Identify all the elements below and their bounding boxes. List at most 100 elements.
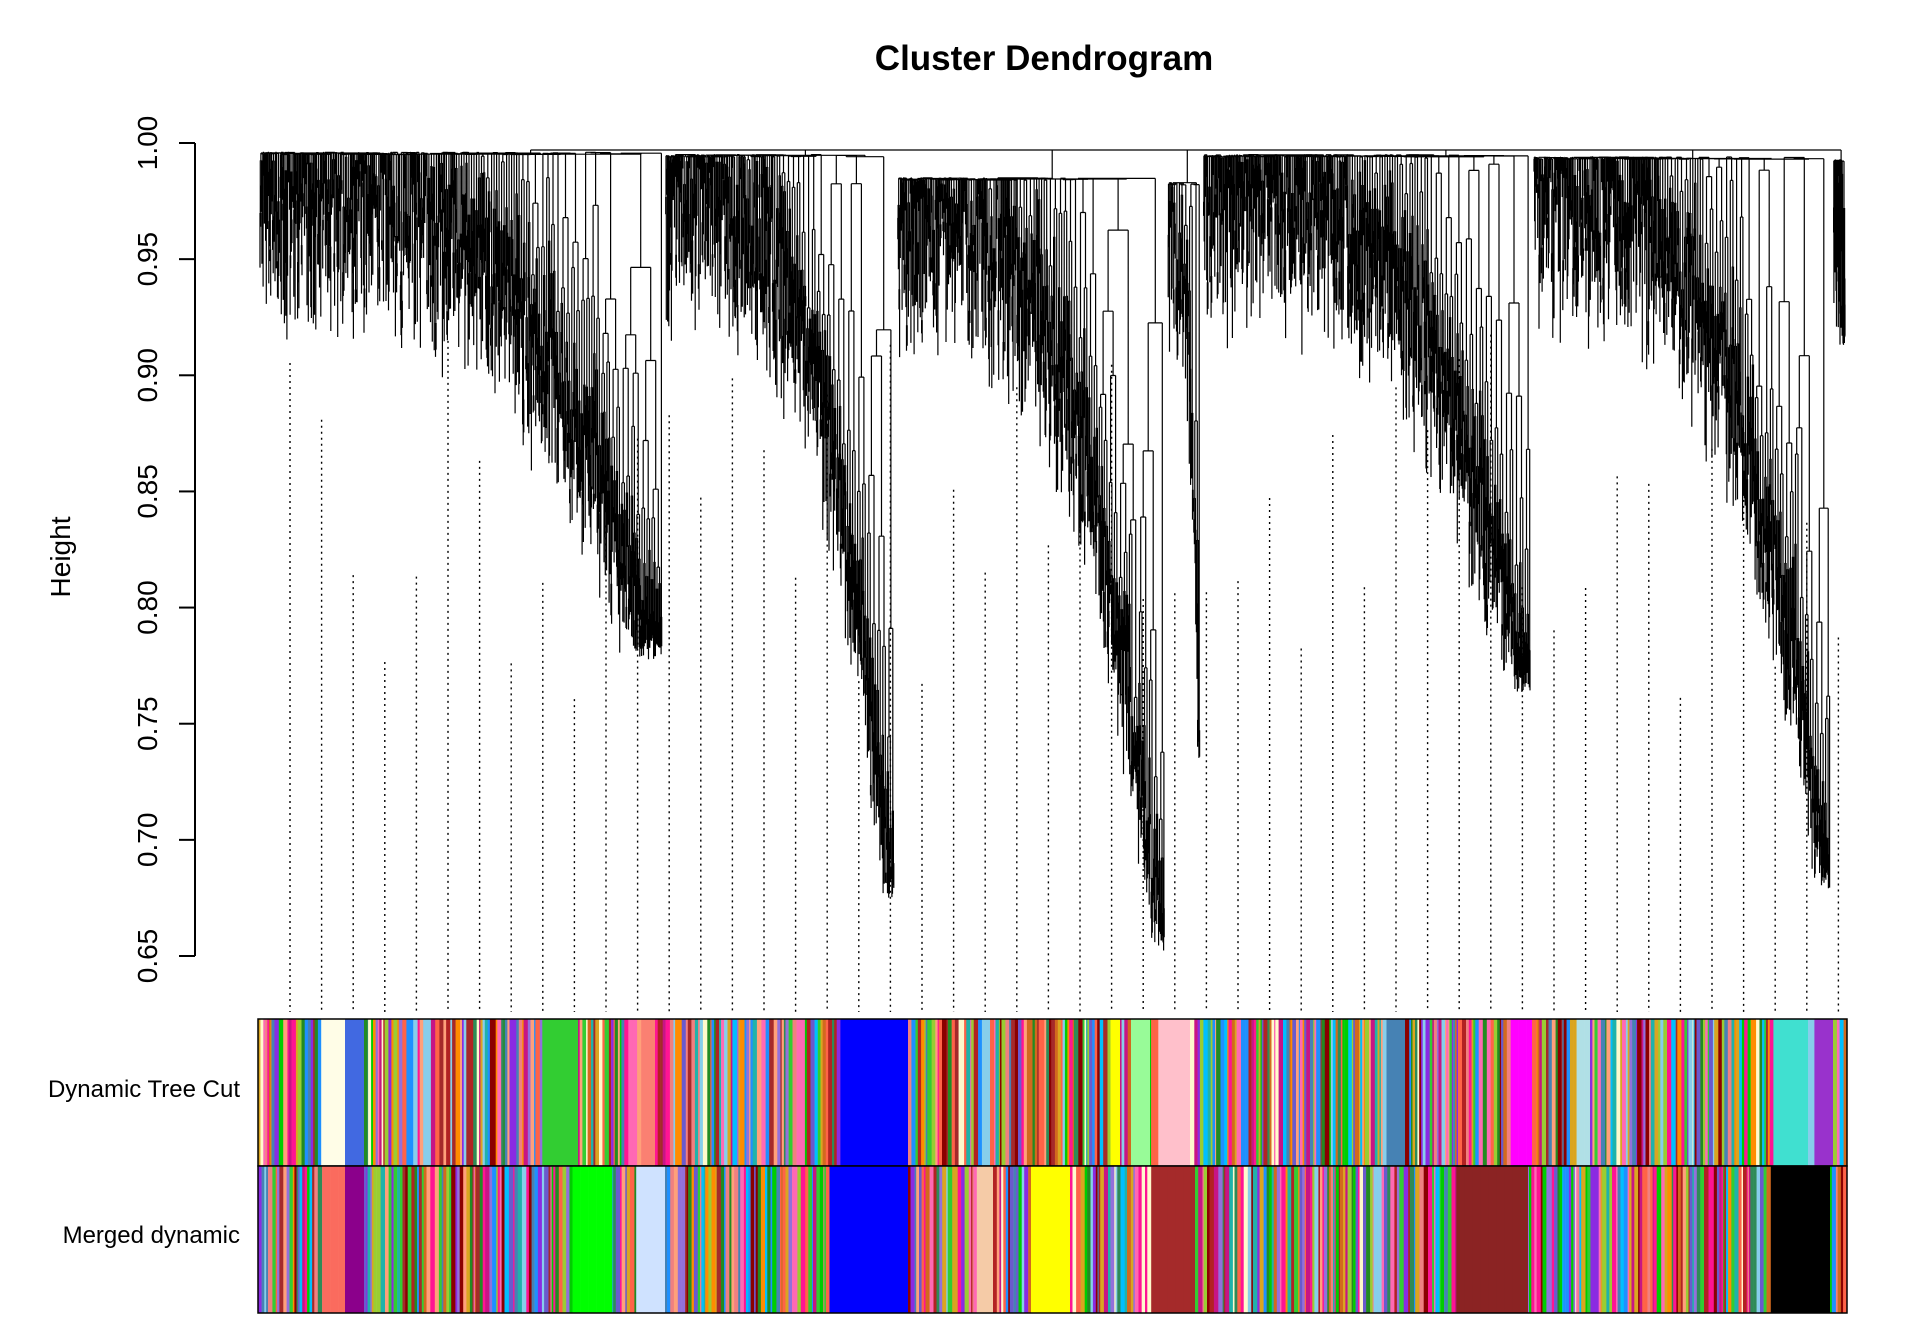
color-band-cell	[1124, 1019, 1128, 1166]
color-band-cell	[814, 1019, 819, 1166]
color-band-cell	[1283, 1019, 1287, 1166]
color-band-cell	[1843, 1019, 1847, 1166]
color-band-cell	[915, 1019, 919, 1166]
color-band-cell	[691, 1166, 695, 1313]
color-band-cell	[1310, 1019, 1314, 1166]
color-band-cell	[535, 1019, 541, 1166]
color-band-cell	[1167, 1166, 1176, 1313]
color-band-cell	[1324, 1019, 1330, 1166]
color-band-cell	[1577, 1166, 1580, 1313]
color-band-cell	[1374, 1019, 1378, 1166]
color-band-cell	[1763, 1166, 1767, 1313]
color-band-cell	[1330, 1166, 1334, 1313]
color-band-cell	[811, 1166, 814, 1313]
color-band-cell	[1677, 1166, 1682, 1313]
color-band-cell	[1037, 1019, 1039, 1166]
color-band-cell	[473, 1019, 477, 1166]
color-band-cell	[1243, 1166, 1248, 1313]
color-band-cell	[337, 1019, 346, 1166]
color-band-cell	[1252, 1166, 1258, 1313]
color-band-cell	[1493, 1019, 1498, 1166]
color-band-cell	[470, 1019, 474, 1166]
color-band-cell	[1764, 1019, 1767, 1166]
y-tick-label: 0.90	[132, 348, 163, 403]
color-band-cell	[820, 1019, 823, 1166]
color-band-cell	[796, 1166, 798, 1313]
color-band-cell	[853, 1166, 862, 1313]
color-band-cell	[744, 1019, 747, 1166]
color-band-cell	[1086, 1019, 1088, 1166]
color-band-cell	[1377, 1019, 1380, 1166]
color-band-cell	[457, 1166, 460, 1313]
color-band-cell	[379, 1019, 382, 1166]
color-band-cell	[1316, 1019, 1321, 1166]
color-band-cell	[1047, 1166, 1056, 1313]
color-band-cell	[1366, 1166, 1371, 1313]
color-band-cell	[393, 1166, 398, 1313]
color-band-cell	[304, 1019, 309, 1166]
color-band-cell	[579, 1019, 583, 1166]
color-band-cell	[1259, 1166, 1264, 1313]
color-band-cell	[507, 1019, 510, 1166]
color-band-cell	[287, 1019, 289, 1166]
color-band-cell	[1194, 1019, 1198, 1166]
color-band-cell	[1353, 1166, 1356, 1313]
color-band-cell	[1676, 1166, 1679, 1313]
color-band-cell	[1159, 1166, 1168, 1313]
color-band-cell	[613, 1019, 616, 1166]
color-band-cell	[1466, 1019, 1470, 1166]
color-band-cell	[721, 1019, 725, 1166]
color-band-cell	[1100, 1166, 1105, 1313]
color-band-cell	[1773, 1019, 1782, 1166]
color-band-cell	[694, 1019, 699, 1166]
color-band-cell	[1076, 1166, 1081, 1313]
color-band-cell	[1606, 1019, 1611, 1166]
color-band-cell	[716, 1166, 722, 1313]
color-band-cell	[1381, 1166, 1385, 1313]
color-band-cell	[1506, 1019, 1511, 1166]
color-band-cell	[924, 1019, 926, 1166]
color-band-cell	[421, 1166, 424, 1313]
color-band-cell	[660, 1019, 663, 1166]
color-band-cell	[960, 1019, 965, 1166]
color-band-cell	[534, 1166, 539, 1313]
color-band-cell	[1561, 1019, 1563, 1166]
color-band-cell	[1497, 1019, 1500, 1166]
color-band-cell	[749, 1019, 751, 1166]
color-band-cell	[1330, 1019, 1333, 1166]
color-band-cell	[921, 1166, 925, 1313]
color-band-cell	[724, 1019, 728, 1166]
color-band-cell	[612, 1166, 614, 1313]
color-band-cell	[531, 1166, 535, 1313]
color-band-cell	[1312, 1166, 1315, 1313]
color-band-cell	[813, 1166, 817, 1313]
color-band-cell	[1451, 1019, 1454, 1166]
color-band-cell	[1399, 1166, 1403, 1313]
color-band-cell	[1629, 1166, 1632, 1313]
color-band-cell	[634, 1166, 637, 1313]
color-band-cell	[1220, 1019, 1225, 1166]
color-band-cell	[1271, 1166, 1274, 1313]
color-band-cell	[551, 1166, 554, 1313]
color-band-cell	[1197, 1019, 1201, 1166]
color-band-cell	[1716, 1166, 1720, 1313]
color-band-cell	[1547, 1166, 1553, 1313]
color-band-cell	[593, 1019, 596, 1166]
color-band-cell	[1723, 1166, 1725, 1313]
color-band-cell	[1234, 1166, 1238, 1313]
color-band-cell	[1756, 1019, 1760, 1166]
color-band-cell	[523, 1019, 529, 1166]
color-band-cell	[274, 1019, 280, 1166]
color-band-cell	[353, 1166, 362, 1313]
color-band-cell	[824, 1166, 827, 1313]
color-band-cell	[1384, 1166, 1388, 1313]
color-band-cell	[1215, 1019, 1217, 1166]
color-band-cell	[829, 1166, 838, 1313]
color-band-cell	[1046, 1019, 1050, 1166]
color-band-cell	[1531, 1166, 1535, 1313]
color-band-cell	[1023, 1019, 1028, 1166]
color-band-cell	[1120, 1166, 1125, 1313]
color-band-cell	[1251, 1019, 1255, 1166]
color-band-cell	[1616, 1019, 1621, 1166]
color-band-cell	[1747, 1166, 1750, 1313]
